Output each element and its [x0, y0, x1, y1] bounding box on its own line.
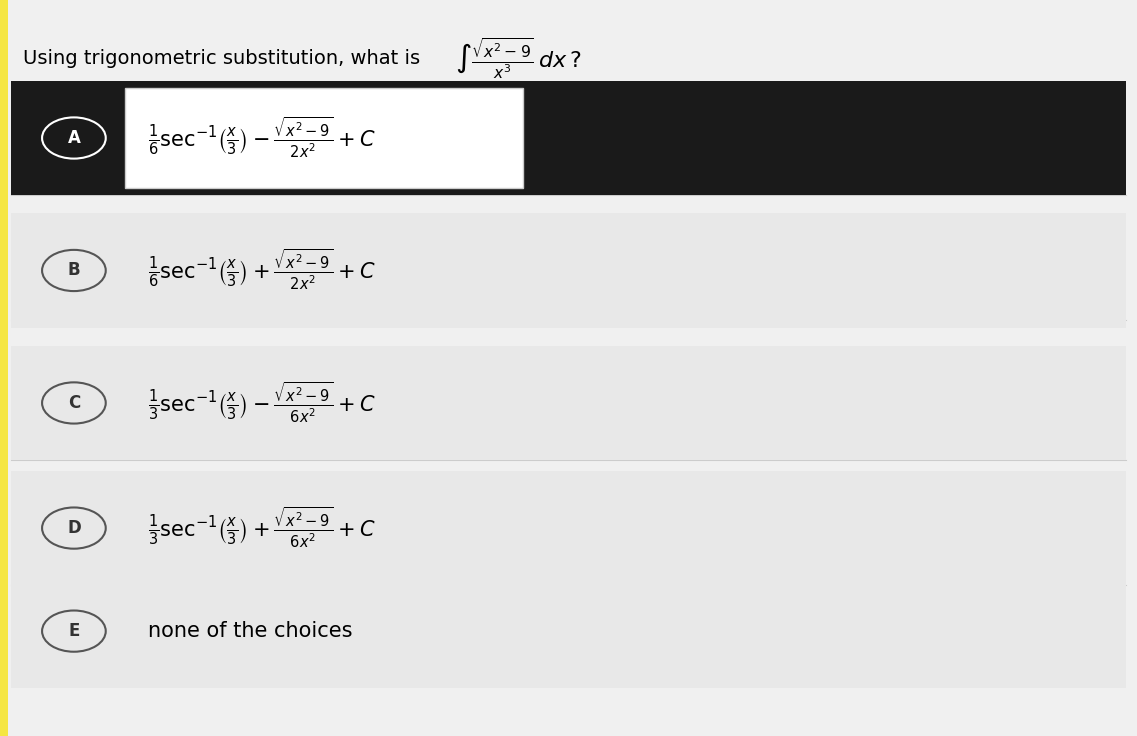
Text: D: D — [67, 519, 81, 537]
Text: $\frac{1}{6}\sec^{-1}\!\left(\frac{x}{3}\right) - \frac{\sqrt{x^2-9}}{2x^2} + C$: $\frac{1}{6}\sec^{-1}\!\left(\frac{x}{3}… — [148, 116, 375, 160]
FancyBboxPatch shape — [11, 213, 1126, 328]
FancyBboxPatch shape — [0, 0, 8, 736]
FancyBboxPatch shape — [11, 346, 1126, 460]
FancyBboxPatch shape — [125, 88, 523, 188]
Text: $\int \frac{\sqrt{x^2 - 9}}{x^3}\, dx\, ?$: $\int \frac{\sqrt{x^2 - 9}}{x^3}\, dx\, … — [455, 37, 581, 81]
FancyBboxPatch shape — [11, 574, 1126, 688]
FancyBboxPatch shape — [11, 81, 1126, 195]
FancyBboxPatch shape — [11, 471, 1126, 585]
Text: E: E — [68, 622, 80, 640]
Text: $\frac{1}{3}\sec^{-1}\!\left(\frac{x}{3}\right) + \frac{\sqrt{x^2-9}}{6x^2} + C$: $\frac{1}{3}\sec^{-1}\!\left(\frac{x}{3}… — [148, 506, 375, 550]
Text: C: C — [68, 394, 80, 412]
Text: $\frac{1}{3}\sec^{-1}\!\left(\frac{x}{3}\right) - \frac{\sqrt{x^2-9}}{6x^2} + C$: $\frac{1}{3}\sec^{-1}\!\left(\frac{x}{3}… — [148, 381, 375, 425]
Text: none of the choices: none of the choices — [148, 621, 352, 641]
Text: Using trigonometric substitution, what is: Using trigonometric substitution, what i… — [23, 49, 420, 68]
Text: A: A — [67, 129, 81, 147]
Text: B: B — [67, 261, 81, 280]
Text: $\frac{1}{6}\sec^{-1}\!\left(\frac{x}{3}\right) + \frac{\sqrt{x^2-9}}{2x^2} + C$: $\frac{1}{6}\sec^{-1}\!\left(\frac{x}{3}… — [148, 249, 375, 292]
